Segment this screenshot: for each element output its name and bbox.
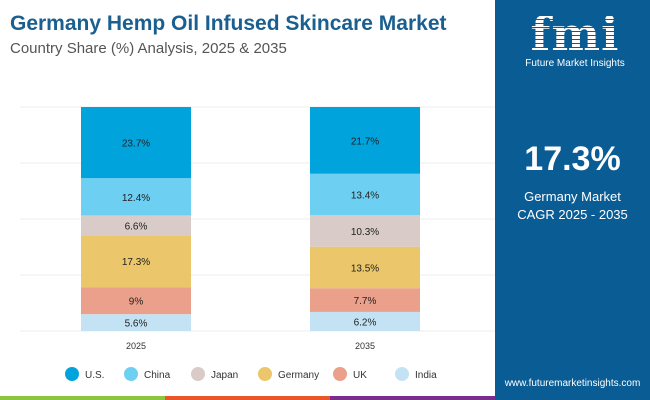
cagr-label-period: CAGR 2025 - 2035 (517, 207, 628, 222)
data-label: 7.7% (354, 296, 377, 307)
legend-label: Japan (211, 370, 238, 381)
bar-segment-uk-2025 (81, 287, 191, 315)
data-label: 10.3% (351, 227, 379, 238)
cagr-label-market: Germany Market (524, 189, 621, 204)
fmi-logo: fmi Future Market Insights (515, 8, 635, 69)
bar-segment-japan-2035 (310, 215, 420, 247)
legend-label: UK (353, 370, 367, 381)
bar-segment-uk-2035 (310, 288, 420, 312)
logo-mark: fmi (515, 8, 635, 60)
footer-stripe (0, 396, 495, 400)
info-panel: fmi Future Market Insights 17.3% Germany… (495, 0, 650, 400)
bar-segment-us-2025 (81, 107, 191, 179)
data-label: 23.7% (122, 139, 150, 150)
legend-label: India (415, 370, 437, 381)
data-label: 6.2% (354, 317, 377, 328)
legend-label: China (144, 370, 171, 381)
stripe-purple (330, 396, 495, 400)
legend-marker (333, 367, 347, 381)
logo-brand: Future Market Insights (525, 58, 625, 69)
legend-label: Germany (278, 370, 319, 381)
data-label: 13.4% (351, 190, 379, 201)
cagr-label: Germany Market CAGR 2025 - 2035 (495, 188, 650, 224)
legend-marker (395, 367, 409, 381)
data-label: 21.7% (351, 136, 379, 147)
x-tick-label: 2035 (355, 341, 375, 351)
bar-segment-china-2025 (81, 178, 191, 216)
legend-marker (258, 367, 272, 381)
stacked-bar-chart: 5.6% 9% 17.3% 6.6% 12.4% 23.7% 2025 6.2% 7.7% 13.… (20, 106, 495, 381)
data-label: 17.3% (122, 257, 150, 268)
data-label: 12.4% (122, 193, 150, 204)
bar-segment-germany-2035 (310, 246, 420, 289)
bar-segment-us-2035 (310, 107, 420, 174)
x-tick-label: 2025 (126, 341, 146, 351)
bar-segment-germany-2025 (81, 235, 191, 288)
legend-marker (124, 367, 138, 381)
bar-segment-china-2035 (310, 173, 420, 215)
website-link[interactable]: www.futuremarketinsights.com (504, 378, 641, 389)
cagr-value: 17.3% (524, 140, 621, 178)
legend-label: U.S. (85, 370, 104, 381)
data-label: 5.6% (125, 319, 148, 330)
bar-segment-india-2035 (310, 311, 420, 331)
legend-marker (65, 367, 79, 381)
bar-segment-india-2025 (81, 314, 191, 331)
data-label: 6.6% (125, 221, 148, 232)
stripe-green (0, 396, 165, 400)
data-label: 13.5% (351, 263, 379, 274)
chart-subtitle: Country Share (%) Analysis, 2025 & 2035 (10, 40, 287, 57)
chart-title: Germany Hemp Oil Infused Skincare Market (10, 12, 447, 35)
bar-segment-japan-2025 (81, 215, 191, 236)
legend-marker (191, 367, 205, 381)
stripe-orange (165, 396, 330, 400)
data-label: 9% (129, 297, 144, 308)
